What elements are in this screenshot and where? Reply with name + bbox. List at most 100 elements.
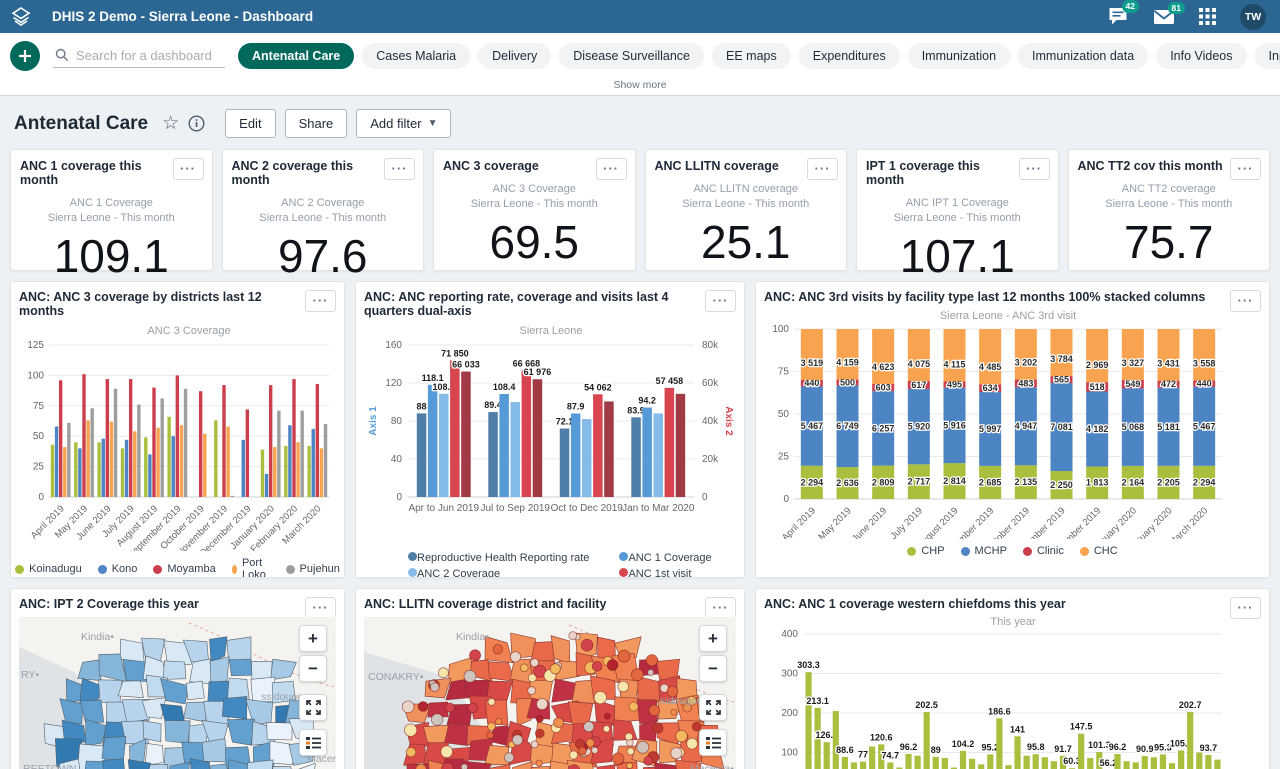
facility-map[interactable]: Kindia•CONAKRY•sidougou•FREETOWNMacenta•…	[364, 617, 736, 769]
svg-text:2 685: 2 685	[979, 477, 1002, 487]
user-avatar[interactable]: TW	[1240, 4, 1266, 30]
chart-card-stacked-columns: ANC: ANC 3rd visits by facility type las…	[755, 281, 1270, 578]
legend-item[interactable]: Koinadugu	[15, 557, 82, 578]
dashboard-tab-bar: Antenatal Care Cases Malaria Delivery Disea…	[0, 33, 1280, 78]
svg-text:3 327: 3 327	[1122, 358, 1145, 368]
legend-swatch	[153, 565, 162, 574]
stacked-bar-chart: Sierra Leone - ANC 3rd visit02550751002 …	[764, 307, 1261, 557]
more-options-button[interactable]: ···	[705, 597, 736, 619]
dashboard-chip-immunization-data[interactable]: Immunization data	[1018, 43, 1148, 69]
legend-item[interactable]: MCHP	[961, 545, 1007, 557]
legend-item[interactable]: CHP	[907, 545, 944, 557]
dashboard-chip-ee-maps[interactable]: EE maps	[712, 43, 791, 69]
zoom-out-button[interactable]: −	[299, 655, 327, 682]
zoom-in-button[interactable]: +	[299, 625, 327, 652]
dashboard-chip-disease-surveillance[interactable]: Disease Surveillance	[559, 43, 704, 69]
mail-icon[interactable]: 81	[1153, 9, 1175, 25]
svg-text:0: 0	[396, 492, 402, 503]
svg-text:104.2: 104.2	[952, 739, 975, 749]
more-options-button[interactable]: ···	[705, 290, 736, 312]
svg-text:4 485: 4 485	[979, 362, 1002, 372]
more-options-button[interactable]: ···	[1019, 158, 1050, 180]
svg-text:91.7: 91.7	[1054, 744, 1072, 754]
dashboard-chip-expenditures[interactable]: Expenditures	[799, 43, 900, 69]
info-icon[interactable]	[188, 115, 205, 132]
more-options-button[interactable]: ···	[384, 158, 415, 180]
svg-text:57 458: 57 458	[656, 376, 684, 386]
stat-card-value: 25.1	[655, 215, 838, 269]
svg-text:483: 483	[1018, 378, 1033, 388]
chart-card-western-chiefdoms: ANC: ANC 1 coverage western chiefdoms th…	[755, 588, 1270, 769]
legend-item[interactable]: ANC 1st visit	[619, 568, 711, 578]
legend-item[interactable]: Clinic	[1023, 545, 1064, 557]
map-canvas[interactable]	[364, 617, 736, 769]
svg-text:3 431: 3 431	[1157, 359, 1180, 369]
legend-label: CHP	[921, 545, 944, 557]
zoom-in-button[interactable]: +	[699, 625, 727, 652]
fullscreen-button[interactable]	[299, 694, 327, 721]
apps-grid-icon[interactable]	[1199, 8, 1216, 25]
map-legend-button[interactable]	[699, 729, 727, 756]
dashboard-chip-delivery[interactable]: Delivery	[478, 43, 551, 69]
legend-item[interactable]: ANC 1 Coverage	[619, 552, 711, 564]
dashboard-chips: Antenatal Care Cases Malaria Delivery Disea…	[238, 43, 1280, 69]
fullscreen-button[interactable]	[699, 694, 727, 721]
show-more-link[interactable]: Show more	[613, 79, 666, 91]
more-options-button[interactable]: ···	[807, 158, 838, 180]
stat-card-anc-llitn-coverage: ANC LLITN coverage···ANC LLITN coverageS…	[645, 149, 848, 271]
edit-button[interactable]: Edit	[225, 109, 275, 138]
map-canvas[interactable]	[19, 617, 336, 769]
dashboard-chip-antenatal-care[interactable]: Antenatal Care	[238, 43, 354, 69]
charts-row: ANC: ANC 3 coverage by districts last 12…	[10, 281, 1270, 578]
svg-text:6 257: 6 257	[872, 423, 895, 433]
legend-item[interactable]: Pujehun	[286, 557, 340, 578]
choropleth-map[interactable]: Kindia•RY•ssidougou•REETOWNMacer+−	[19, 617, 336, 769]
new-dashboard-button[interactable]	[10, 41, 40, 71]
chart-canvas: This year100200300400303.3213.1126.288.6…	[764, 614, 1229, 769]
grouped-bar-chart: ANC 3 Coverage0255075100125April 2019May…	[19, 321, 336, 578]
svg-text:125: 125	[27, 340, 44, 351]
more-options-button[interactable]: ···	[305, 290, 336, 312]
legend-swatch	[98, 565, 107, 574]
search-input[interactable]	[76, 48, 223, 63]
more-options-button[interactable]: ···	[173, 158, 204, 180]
stat-card-subtitle: ANC LLITN coverageSierra Leone - This mo…	[655, 182, 838, 213]
legend-item[interactable]: CHC	[1080, 545, 1118, 557]
svg-text:This year: This year	[990, 616, 1036, 628]
more-options-button[interactable]: ···	[1230, 158, 1261, 180]
svg-text:4 159: 4 159	[836, 357, 859, 367]
legend-item[interactable]: Moyamba	[153, 557, 215, 578]
dhis2-logo[interactable]	[0, 0, 42, 33]
legend-swatch	[408, 568, 417, 577]
legend-swatch	[408, 552, 417, 561]
svg-text:5 467: 5 467	[1193, 421, 1216, 431]
messages-icon[interactable]: 42	[1108, 7, 1129, 26]
legend-item[interactable]: Kono	[98, 557, 138, 578]
bar-chart: This year100200300400303.3213.1126.288.6…	[764, 614, 1261, 769]
add-filter-button[interactable]: Add filter▼	[356, 109, 451, 138]
svg-text:May 2019: May 2019	[816, 505, 853, 539]
dashboard-chip-immunization[interactable]: Immunization	[908, 43, 1010, 69]
svg-text:5 181: 5 181	[1157, 422, 1180, 432]
more-options-button[interactable]: ···	[305, 597, 336, 619]
svg-text:96.2: 96.2	[900, 742, 918, 752]
share-button[interactable]: Share	[285, 109, 348, 138]
zoom-out-button[interactable]: −	[699, 655, 727, 682]
dashboard-chip-cases-malaria[interactable]: Cases Malaria	[362, 43, 470, 69]
dashboard-chip-inpatient-bmi-weight-and-height[interactable]: Inpatient BMI, Weight and Height	[1255, 43, 1280, 69]
legend-label: ANC 1st visit	[628, 568, 691, 578]
svg-text:72.1: 72.1	[556, 417, 574, 427]
dashboard-chip-info-videos[interactable]: Info Videos	[1156, 43, 1246, 69]
svg-text:3 519: 3 519	[801, 358, 824, 368]
star-icon[interactable]: ☆	[162, 114, 179, 133]
messages-badge: 42	[1122, 0, 1139, 13]
stat-card-subtitle: ANC 1 CoverageSierra Leone - This month	[20, 196, 203, 227]
legend-item[interactable]: ANC 2 Coverage	[408, 568, 589, 578]
stat-card-value: 97.6	[232, 229, 415, 283]
legend-item[interactable]: Reproductive Health Reporting rate	[408, 552, 589, 564]
legend-item[interactable]: Port Loko	[232, 557, 270, 578]
more-options-button[interactable]: ···	[596, 158, 627, 180]
legend-swatch	[961, 547, 970, 556]
map-legend-button[interactable]	[299, 729, 327, 756]
chart-title: ANC: ANC 3rd visits by facility type las…	[764, 290, 1261, 304]
